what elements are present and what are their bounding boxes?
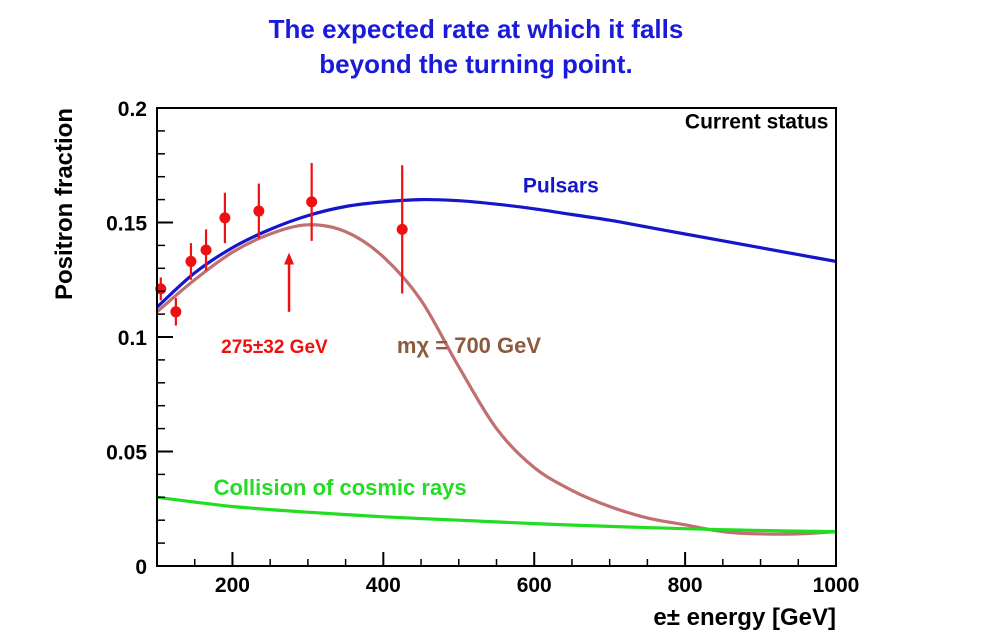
x-tick-label: 200 <box>215 574 250 597</box>
data-point <box>396 165 408 294</box>
data-marker <box>219 212 231 224</box>
data-marker <box>170 306 182 318</box>
data-point <box>306 162 318 241</box>
turning-point-arrow <box>284 252 295 312</box>
data-marker <box>396 223 408 235</box>
data-marker <box>253 205 265 217</box>
title-line-1: The expected rate at which it falls <box>269 14 684 44</box>
y-tick-label: 0.1 <box>118 327 148 350</box>
chart-title: The expected rate at which it falls beyon… <box>269 14 684 79</box>
y-axis-label: Positron fraction <box>51 108 78 300</box>
data-point <box>219 192 231 244</box>
data-marker <box>306 196 318 208</box>
y-axis-ticks: 0 0.05 0.1 0.15 0.2 <box>106 98 173 579</box>
y-tick-label: 0.2 <box>118 98 147 121</box>
turning-point-label: 275±32 GeV <box>221 337 328 358</box>
dark-matter-curve <box>157 223 836 536</box>
x-axis-ticks: 200 400 600 800 1000 <box>193 552 860 597</box>
x-axis-label: e± energy [GeV] <box>653 604 836 631</box>
data-marker <box>200 244 212 256</box>
x-tick-label: 600 <box>517 574 552 597</box>
data-point <box>253 183 265 239</box>
x-tick-label: 1000 <box>813 574 860 597</box>
cosmic-ray-curve <box>157 495 836 534</box>
data-point <box>200 229 212 271</box>
data-point <box>170 298 182 326</box>
dark-matter-mass-label: mχ = 700 GeV <box>397 333 541 358</box>
pulsars-curve <box>157 197 836 309</box>
cosmic-rays-label: Collision of cosmic rays <box>214 475 467 500</box>
chart-annotations: Current status Pulsars 275±32 GeV mχ = 700 … <box>214 111 829 500</box>
current-status-label: Current status <box>685 111 829 134</box>
y-tick-label: 0.05 <box>106 442 147 465</box>
y-tick-label: 0.15 <box>106 213 147 236</box>
pulsars-label: Pulsars <box>523 175 599 198</box>
x-tick-label: 400 <box>366 574 401 597</box>
title-line-2: beyond the turning point. <box>319 49 632 79</box>
x-tick-label: 800 <box>668 574 703 597</box>
data-point <box>185 243 197 280</box>
y-tick-label: 0 <box>135 556 147 579</box>
series-curves <box>157 197 836 536</box>
data-marker <box>185 255 197 267</box>
